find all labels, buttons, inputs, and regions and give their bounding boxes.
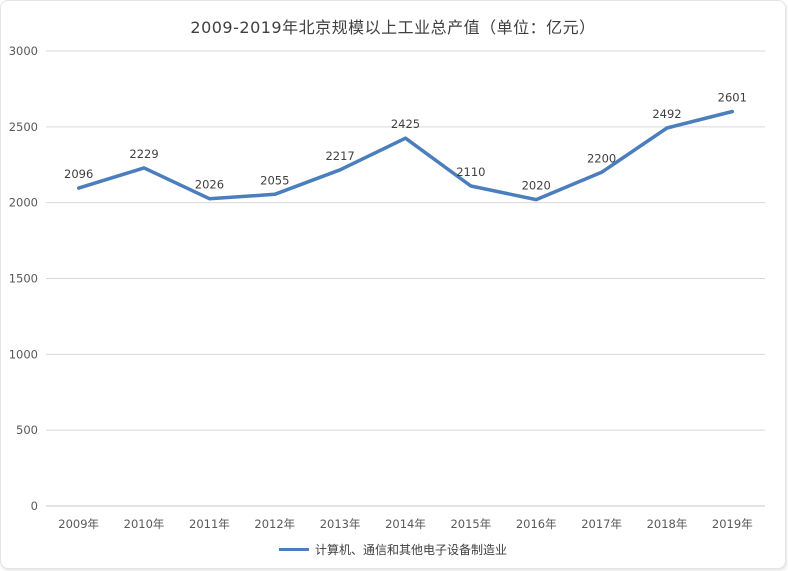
data-point-label: 2020: [522, 179, 551, 193]
chart-title: 2009-2019年北京规模以上工业总产值（单位：亿元）: [190, 18, 596, 37]
y-tick-label: 2500: [9, 120, 38, 134]
data-point-label: 2055: [260, 173, 289, 187]
x-tick-label: 2019年: [712, 517, 753, 531]
legend: 计算机、通信和其他电子设备制造业: [1, 541, 785, 558]
data-point-label: 2601: [718, 91, 747, 105]
x-tick-label: 2017年: [581, 517, 622, 531]
x-tick-label: 2015年: [450, 517, 491, 531]
x-tick-label: 2010年: [124, 517, 165, 531]
x-tick-label: 2013年: [320, 517, 361, 531]
data-point-label: 2110: [456, 165, 485, 179]
y-tick-label: 2000: [9, 196, 38, 210]
y-tick-label: 500: [16, 423, 38, 437]
series-line: [76, 109, 735, 202]
data-point-label: 2492: [652, 107, 681, 121]
x-tick-label: 2018年: [647, 517, 688, 531]
data-point-label: 2096: [64, 167, 93, 181]
x-tick-label: 2014年: [385, 517, 426, 531]
data-point-label: 2425: [391, 117, 420, 131]
x-tick-label: 2009年: [58, 517, 99, 531]
y-tick-label: 0: [31, 499, 38, 513]
legend-line-marker: [278, 548, 309, 551]
y-tick-label: 1000: [9, 347, 38, 361]
x-tick-label: 2012年: [254, 517, 295, 531]
x-tick-label: 2011年: [189, 517, 230, 531]
data-point-label: 2217: [325, 149, 354, 163]
legend-series-label: 计算机、通信和其他电子设备制造业: [314, 543, 507, 557]
data-point-label: 2229: [129, 147, 158, 161]
data-point-label: 2026: [195, 178, 224, 192]
data-point-label: 2200: [587, 151, 616, 165]
y-tick-label: 1500: [9, 272, 38, 286]
x-tick-label: 2016年: [516, 517, 557, 531]
y-tick-label: 3000: [9, 44, 38, 58]
